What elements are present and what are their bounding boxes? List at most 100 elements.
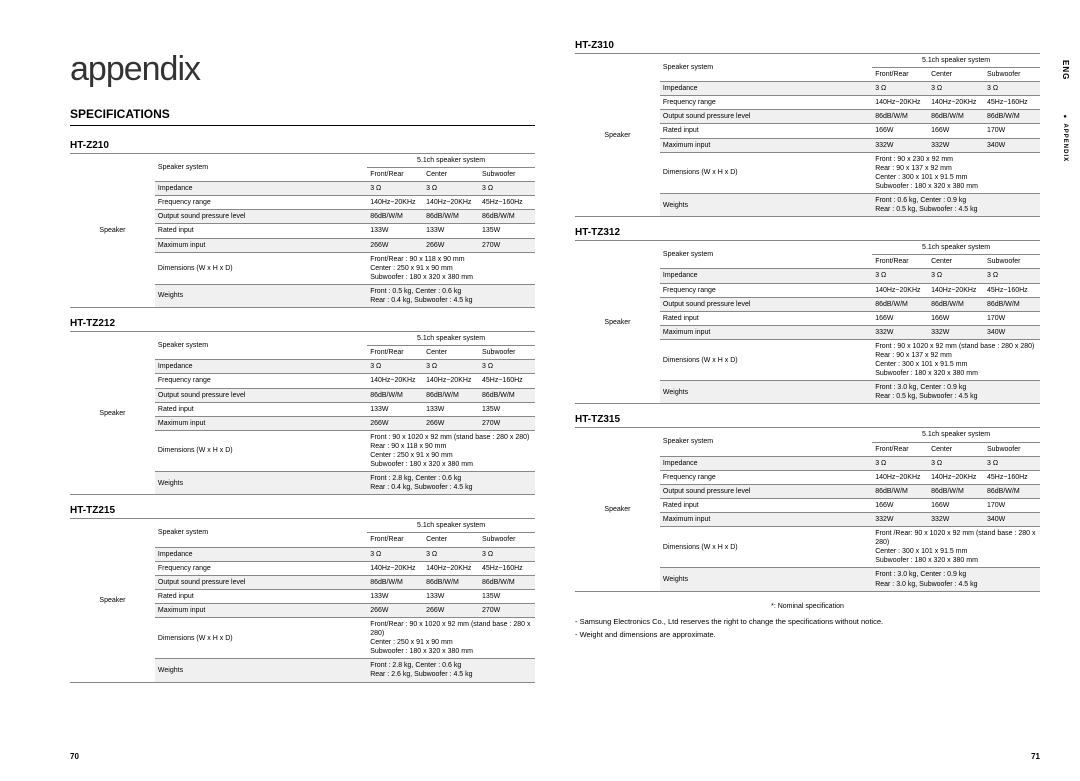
row-freq: Frequency range (660, 96, 872, 110)
cell-dim: Front : 90 x 1020 x 92 mm (stand base : … (367, 430, 535, 471)
side-tab-section: ● APPENDIX (1062, 114, 1068, 162)
col-subwoofer: Subwoofer (479, 346, 535, 360)
col-front-rear: Front/Rear (872, 255, 928, 269)
cell: 332W (928, 138, 984, 152)
cell: 3 Ω (367, 182, 423, 196)
cell: 332W (872, 138, 928, 152)
cell: 140Hz~20KHz (423, 561, 479, 575)
cell: 3 Ω (928, 456, 984, 470)
header-speaker-system: 5.1ch speaker system (872, 241, 1040, 255)
cell-weight: Front : 2.8 kg, Center : 0.6 kgRear : 2.… (367, 659, 535, 682)
cell: 135W (479, 402, 535, 416)
table-side-label: Speaker (70, 332, 155, 495)
row-ospl: Output sound pressure level (660, 297, 872, 311)
model-label: HT-TZ312 (575, 227, 1040, 238)
row-weight: Weights (155, 472, 367, 495)
spec-table: Speaker Speaker system 5.1ch speaker sys… (575, 427, 1040, 591)
model-label: HT-Z210 (70, 140, 535, 151)
header-speaker-system: 5.1ch speaker system (872, 428, 1040, 442)
row-max: Maximum input (660, 138, 872, 152)
row-dim: Dimensions (W x H x D) (155, 430, 367, 471)
model-label: HT-TZ215 (70, 505, 535, 516)
row-speaker-system: Speaker system (660, 54, 872, 82)
row-ospl: Output sound pressure level (155, 210, 367, 224)
cell: 3 Ω (423, 547, 479, 561)
col-center: Center (928, 255, 984, 269)
cell-weight: Front : 3.0 kg, Center : 0.9 kgRear : 0.… (872, 381, 1040, 404)
spec-table: Speaker Speaker system 5.1ch speaker sys… (575, 240, 1040, 404)
table-side-label: Speaker (70, 519, 155, 682)
row-max: Maximum input (660, 325, 872, 339)
row-ospl: Output sound pressure level (660, 484, 872, 498)
cell: 332W (928, 513, 984, 527)
section-title: SPECIFICATIONS (70, 107, 535, 126)
row-ospl: Output sound pressure level (660, 110, 872, 124)
row-impedance: Impedance (155, 547, 367, 561)
cell: 45Hz~160Hz (984, 470, 1040, 484)
cell: 140Hz~20KHz (367, 561, 423, 575)
row-max: Maximum input (155, 238, 367, 252)
left-tables-container: HT-Z210 Speaker Speaker system 5.1ch spe… (70, 140, 535, 683)
cell: 86dB/W/M (479, 210, 535, 224)
cell-dim: Front/Rear : 90 x 118 x 90 mmCenter : 25… (367, 252, 535, 284)
cell: 3 Ω (928, 82, 984, 96)
cell-dim: Front/Rear : 90 x 1020 x 92 mm (stand ba… (367, 618, 535, 659)
row-rated: Rated input (660, 124, 872, 138)
cell: 133W (423, 224, 479, 238)
page-spread: appendix SPECIFICATIONS HT-Z210 Speaker … (0, 0, 1080, 781)
cell: 3 Ω (984, 269, 1040, 283)
col-subwoofer: Subwoofer (479, 533, 535, 547)
col-front-rear: Front/Rear (367, 533, 423, 547)
col-center: Center (423, 168, 479, 182)
row-freq: Frequency range (155, 196, 367, 210)
col-center: Center (423, 533, 479, 547)
cell: 270W (479, 238, 535, 252)
cell: 3 Ω (367, 547, 423, 561)
header-speaker-system: 5.1ch speaker system (872, 54, 1040, 68)
cell-weight: Front : 0.5 kg, Center : 0.6 kgRear : 0.… (367, 284, 535, 307)
cell: 266W (367, 416, 423, 430)
cell: 3 Ω (872, 82, 928, 96)
model-label: HT-Z310 (575, 40, 1040, 51)
row-ospl: Output sound pressure level (155, 575, 367, 589)
model-label: HT-TZ315 (575, 414, 1040, 425)
cell: 3 Ω (984, 82, 1040, 96)
row-rated: Rated input (660, 498, 872, 512)
row-max: Maximum input (660, 513, 872, 527)
col-subwoofer: Subwoofer (479, 168, 535, 182)
cell: 266W (423, 238, 479, 252)
row-rated: Rated input (660, 311, 872, 325)
cell-dim: Front : 90 x 230 x 92 mmRear : 90 x 137 … (872, 152, 1040, 193)
cell: 340W (984, 138, 1040, 152)
cell: 86dB/W/M (423, 388, 479, 402)
row-impedance: Impedance (660, 456, 872, 470)
cell: 86dB/W/M (928, 110, 984, 124)
row-rated: Rated input (155, 402, 367, 416)
cell: 266W (423, 416, 479, 430)
spec-table: Speaker Speaker system 5.1ch speaker sys… (70, 153, 535, 308)
col-front-rear: Front/Rear (367, 346, 423, 360)
table-side-label: Speaker (575, 54, 660, 217)
cell-weight: Front : 2.8 kg, Center : 0.6 kgRear : 0.… (367, 472, 535, 495)
col-front-rear: Front/Rear (872, 442, 928, 456)
page-number-left: 70 (70, 752, 79, 761)
table-side-label: Speaker (70, 154, 155, 308)
cell: 45Hz~160Hz (984, 283, 1040, 297)
cell: 3 Ω (928, 269, 984, 283)
footnote-line2: - Weight and dimensions are approximate. (575, 629, 1040, 640)
cell: 166W (872, 498, 928, 512)
row-dim: Dimensions (W x H x D) (155, 252, 367, 284)
cell: 3 Ω (984, 456, 1040, 470)
cell: 3 Ω (872, 456, 928, 470)
row-ospl: Output sound pressure level (155, 388, 367, 402)
side-tab-lang: ENG (1061, 60, 1070, 80)
col-center: Center (928, 442, 984, 456)
cell: 45Hz~160Hz (479, 374, 535, 388)
model-label: HT-TZ212 (70, 318, 535, 329)
cell: 140Hz~20KHz (928, 470, 984, 484)
cell: 133W (367, 402, 423, 416)
row-rated: Rated input (155, 224, 367, 238)
footnotes: *: Nominal specification - Samsung Elect… (575, 602, 1040, 641)
cell: 86dB/W/M (872, 484, 928, 498)
row-dim: Dimensions (W x H x D) (660, 152, 872, 193)
